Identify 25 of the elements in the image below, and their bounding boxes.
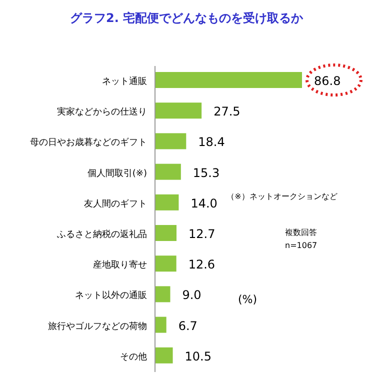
data-label: 14.0 [190,196,218,210]
title: グラフ2. 宅配便でどんなものを受け取るか [70,11,304,25]
y-tick-label: 旅行やゴルフなどの荷物 [48,320,147,332]
data-label: 9.0 [182,288,202,302]
data-label: 10.5 [184,349,212,364]
y-tick-label: ネット通販 [102,76,147,87]
y-tick-label: 個人間取引(※) [87,168,147,179]
y-tick-label: 実家などからの仕送り [57,106,147,118]
y-tick-label: 母の日やお歳暮などのギフト [30,137,147,148]
data-label: 6.7 [178,318,198,333]
data-label: 18.4 [198,135,225,150]
annotation: n=1067 [285,241,318,250]
y-tick-label: 友人間のギフト [84,198,147,210]
data-label: 12.7 [188,227,216,241]
data-label: 86.8 [314,74,341,88]
annotation: （※）ネットオークションなど [226,192,338,201]
data-label: 15.3 [192,166,220,180]
y-tick-label: ふるさと納税の返礼品 [56,229,147,240]
y-tick-label: その他 [120,351,147,362]
y-tick-label: ネット以外の通販 [75,290,147,302]
data-label: 27.5 [214,104,240,119]
y-tick-label: 産地取り寄せ [93,260,147,271]
data-label: 12.6 [188,258,216,272]
annotation: (%) [238,293,258,306]
annotation: 複数回答 [285,228,317,237]
